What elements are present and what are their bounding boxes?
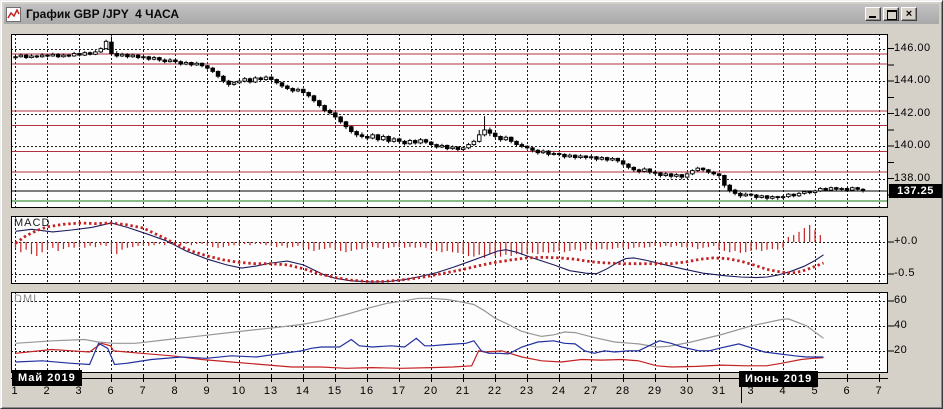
dmi-panel-label: DMI	[14, 293, 38, 305]
price-axis-label: 144.00	[894, 74, 931, 86]
day-label: 30	[679, 385, 695, 397]
window-controls: ×	[865, 7, 917, 21]
day-label: 17	[391, 385, 407, 397]
day-label: 27	[583, 385, 599, 397]
day-label: 29	[647, 385, 663, 397]
macd-panel-label: MACD	[14, 217, 51, 229]
day-label: 23	[519, 385, 535, 397]
day-label: 24	[551, 385, 567, 397]
day-label: 22	[487, 385, 503, 397]
day-label: 5	[811, 385, 819, 397]
maximize-icon	[887, 10, 897, 20]
price-axis-label: 146.00	[894, 42, 931, 54]
panel-border	[11, 34, 888, 208]
line-chart-icon	[6, 6, 21, 22]
day-label: 14	[295, 385, 311, 397]
plot-background	[11, 216, 888, 284]
vertical-gridlines	[15, 292, 880, 373]
macd-histogram	[14, 224, 821, 258]
panel-border	[11, 216, 888, 284]
macd-panel[interactable]	[11, 216, 888, 284]
plot-background	[11, 34, 888, 208]
day-label: 13	[263, 385, 279, 397]
dmi-axis-label: 60	[894, 294, 908, 306]
plus-di-line	[15, 337, 824, 366]
window-title: График GBP /JPY 4 ЧАСА	[26, 7, 179, 21]
titlebar[interactable]: График GBP /JPY 4 ЧАСА ×	[4, 4, 939, 24]
current-price-badge: 137.25	[889, 184, 942, 198]
macd-signal-line	[14, 221, 825, 283]
day-label: 3	[75, 385, 83, 397]
minimize-icon	[869, 16, 876, 18]
day-label: 21	[455, 385, 471, 397]
day-label: 15	[327, 385, 343, 397]
day-label: 3	[747, 385, 755, 397]
day-label: 2	[43, 385, 51, 397]
dmi-axis-label: 20	[894, 344, 908, 356]
dmi-axis-label: 40	[894, 319, 908, 331]
day-label: 28	[615, 385, 631, 397]
macd-axis-label: -0.5	[894, 267, 915, 279]
dmi-panel[interactable]	[11, 292, 888, 373]
day-label: 20	[423, 385, 439, 397]
day-label: 1	[11, 385, 19, 397]
price-axis-label: 140.00	[894, 139, 931, 151]
day-label: 9	[203, 385, 211, 397]
day-label: 4	[779, 385, 787, 397]
day-label: 7	[875, 385, 883, 397]
close-icon: ×	[905, 8, 913, 20]
day-label: 6	[107, 385, 115, 397]
candles[interactable]	[13, 36, 866, 201]
day-label: 31	[711, 385, 727, 397]
day-label: 8	[171, 385, 179, 397]
maximize-button[interactable]	[883, 7, 899, 21]
macd-line	[15, 222, 824, 283]
panel-border	[11, 292, 888, 373]
price-axis-label: 138.00	[894, 172, 931, 184]
price-axis-label: 142.00	[894, 107, 931, 119]
minus-di-line	[15, 342, 824, 369]
month-label-june: Июнь 2019	[739, 371, 819, 387]
macd-axis-label: +0.0	[894, 235, 918, 247]
minimize-button[interactable]	[865, 7, 881, 21]
day-label: 7	[139, 385, 147, 397]
day-label: 10	[231, 385, 247, 397]
day-label: 6	[843, 385, 851, 397]
support-resistance-levels	[11, 53, 888, 202]
close-button[interactable]: ×	[901, 7, 917, 21]
month-label-may: Май 2019	[12, 370, 82, 386]
price-chart-panel[interactable]	[11, 34, 888, 208]
day-label: 16	[359, 385, 375, 397]
adx-line	[15, 297, 824, 348]
